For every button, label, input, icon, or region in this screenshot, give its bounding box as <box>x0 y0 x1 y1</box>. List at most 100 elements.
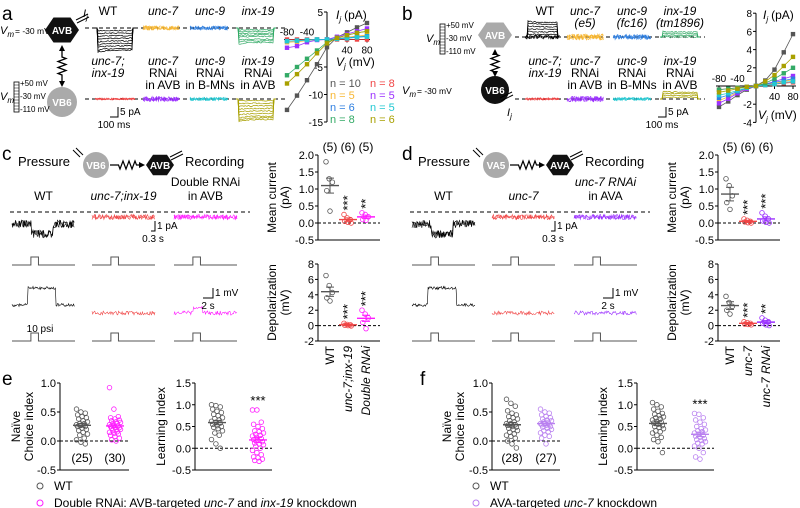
y-tick-label: -0.5 <box>37 465 56 477</box>
trace-title: in AVB <box>567 78 602 92</box>
n-label: (25) <box>71 451 92 465</box>
gap-junction <box>510 159 545 171</box>
data-point <box>790 54 796 60</box>
learning-index-plot-f: 1.5 1.0 0.5 0.0 -0.5 Learning index *** <box>596 378 714 477</box>
wt-marker-icon <box>36 482 44 490</box>
j-subscript: j <box>85 13 88 22</box>
scale-bar-x-label: 2 s <box>601 301 614 312</box>
double-mutant-trace <box>94 97 136 101</box>
trace-title: in AVB <box>145 78 180 92</box>
pressure-value-label: 10 psi <box>27 324 54 335</box>
scale-bar-voltage: 1 mV2 s <box>201 288 239 312</box>
significance-stars: *** <box>740 303 755 318</box>
data-point <box>790 76 796 81</box>
data-point <box>218 409 225 416</box>
arrow-up-icon <box>59 45 65 51</box>
avb-neuron-shape <box>478 22 512 48</box>
data-point <box>729 303 736 310</box>
arrow-up-icon <box>492 49 498 55</box>
trace-title: inx-19 <box>529 66 562 80</box>
knockdown-marker-icon <box>36 499 44 507</box>
data-point <box>219 415 226 421</box>
y-axis-label: Depolarization <box>265 264 279 341</box>
trace-title: unc-7 <box>570 54 601 68</box>
data-point <box>107 415 114 421</box>
gap-junction-b <box>489 49 501 77</box>
resistor-zigzag <box>110 159 140 171</box>
voltage-step-label: -30 mV <box>446 34 472 43</box>
data-point <box>304 56 310 61</box>
y-tick-label: 8 <box>708 259 714 271</box>
data-point <box>781 71 786 76</box>
data-point <box>259 456 266 462</box>
pressure-stimulus <box>12 256 75 266</box>
scale-bar-lines <box>110 107 119 118</box>
legend-knockdown-label: AVA-targeted unc-7 knockdown <box>490 496 657 508</box>
unc9-trace <box>189 25 228 31</box>
data-point <box>260 442 267 448</box>
voltage-step-protocol: +50 mV -30 mV -110 mV Vm <box>0 79 50 114</box>
x-tick-label: -80 <box>280 28 295 39</box>
data-point <box>359 307 365 313</box>
scale-bar-y-label: 5 pA <box>120 107 141 118</box>
pressure-stimulus <box>92 332 155 342</box>
y-tick-label: -15 <box>309 118 324 129</box>
ava-neuron-shape <box>546 154 574 176</box>
y-tick-label: 0.5 <box>699 201 714 213</box>
y-tick-label: 4 <box>708 290 714 302</box>
electrode-line <box>169 150 183 158</box>
avb-neuron-label: AVB <box>150 161 170 172</box>
data-point <box>772 81 777 87</box>
data-point <box>256 458 262 464</box>
vm-label: Vm <box>0 91 14 105</box>
scale-bar-voltage: 1 mV2 s <box>601 288 639 312</box>
unc7-trace <box>566 33 604 41</box>
electrode <box>75 13 90 24</box>
legend-n-label: n = 5 <box>330 90 355 102</box>
unc9-rnai-trace <box>189 96 229 102</box>
trace-title: in B-MNs <box>185 78 234 92</box>
y-tick-label: -0.5 <box>469 465 488 477</box>
data-point <box>716 87 722 92</box>
data-point <box>216 432 222 438</box>
group-wt: (5) <box>721 140 739 213</box>
arrow-down-icon <box>59 81 65 87</box>
wt-current-trace <box>411 219 476 239</box>
scale-bar-current: 1 pA 0.3 s <box>542 221 578 245</box>
data-point <box>692 417 699 423</box>
y-tick-label: 2 <box>746 64 752 75</box>
y-axis-label: (pA) <box>678 186 692 209</box>
voltage-step-label: -30 mV <box>20 92 46 101</box>
voltage-step-label: +50 mV <box>446 21 474 30</box>
data-point <box>547 415 554 421</box>
scale-bar-y-label: 1 mV <box>215 288 239 299</box>
gap-junction <box>110 159 145 171</box>
data-point <box>546 433 552 440</box>
avb-neuron: AVB <box>146 154 174 176</box>
wt-noise <box>524 34 560 40</box>
legend-text-part: unc-7 <box>564 496 595 508</box>
scale-bar-x-label: 2 s <box>201 301 214 312</box>
data-point <box>716 90 722 95</box>
y-tick-label: 1.5 <box>618 378 633 390</box>
data-point <box>781 50 786 55</box>
wt-current-trace <box>95 27 135 35</box>
series-inx-19-rnai-in-avb <box>284 29 370 86</box>
trace-title: (fc16) <box>617 16 648 30</box>
group-wt: (28) <box>501 396 523 465</box>
data-point <box>659 449 666 456</box>
data-point <box>304 62 310 67</box>
data-point <box>723 176 729 182</box>
double-mutant-trace <box>525 96 560 101</box>
n-label: (6) <box>741 140 756 154</box>
group-unc-7-rnai: ** unc-7 RNAi <box>757 304 775 407</box>
data-point <box>354 35 360 40</box>
current-trace <box>173 213 238 221</box>
trace-title: (e5) <box>574 16 595 30</box>
inx19-trace <box>236 27 276 44</box>
y-tick-label: 5 <box>317 8 323 19</box>
n-label: (6) <box>341 140 356 154</box>
wt-current-trace <box>525 30 560 38</box>
data-point <box>716 95 722 101</box>
legend-n-label: n = 10 <box>330 78 361 90</box>
